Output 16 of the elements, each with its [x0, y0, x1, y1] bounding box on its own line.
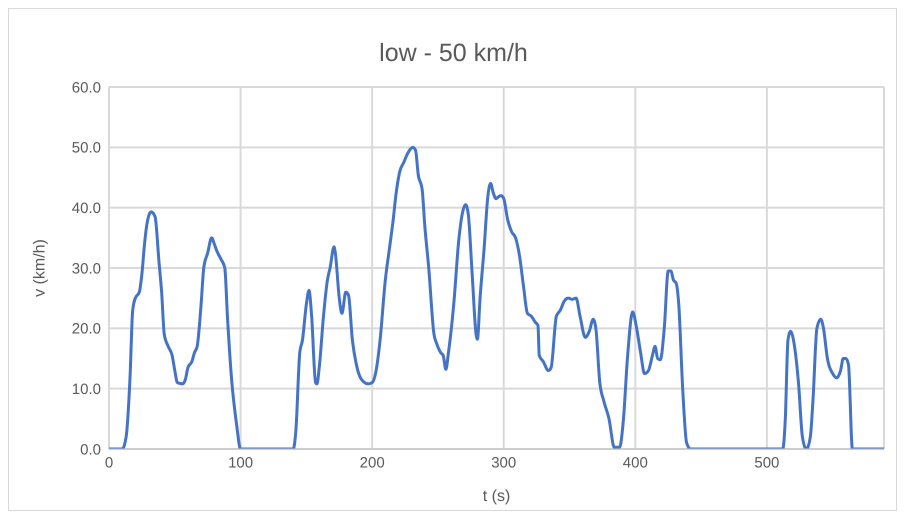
y-tick-label: 10.0: [72, 380, 101, 398]
x-axis-title: t (s): [482, 488, 510, 505]
x-tick-label: 100: [228, 454, 254, 472]
x-tick-label: 0: [104, 454, 114, 472]
chart-title: low - 50 km/h: [378, 39, 529, 68]
y-tick-label: 60.0: [72, 79, 101, 96]
x-tick-label: 300: [491, 454, 516, 472]
y-tick-label: 40.0: [72, 200, 101, 217]
y-tick-label: 50.0: [72, 140, 101, 157]
x-tick-label: 400: [622, 454, 648, 472]
y-tick-label: 20.0: [72, 320, 101, 338]
y-axis-title: v (km/h): [32, 239, 49, 297]
x-tick-label: 500: [754, 454, 780, 472]
y-tick-label: 30.0: [72, 260, 101, 278]
x-tick-label: 200: [360, 454, 385, 472]
y-tick-label: 0.0: [80, 441, 101, 458]
